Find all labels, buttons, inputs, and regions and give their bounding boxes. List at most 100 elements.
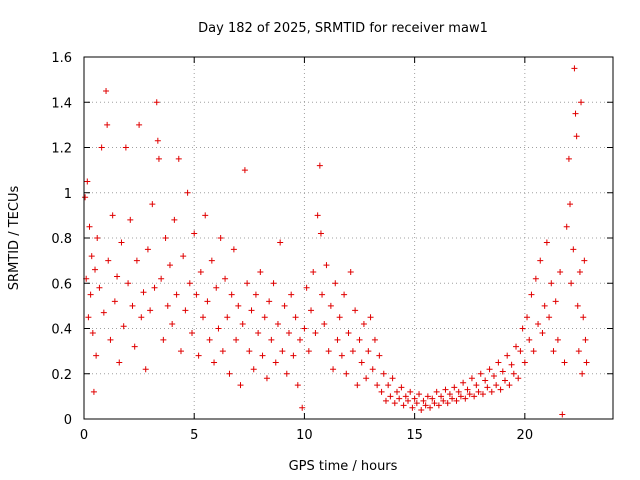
data-point bbox=[261, 314, 268, 321]
data-point bbox=[114, 273, 121, 280]
data-point bbox=[541, 302, 548, 309]
x-axis-label: GPS time / hours bbox=[289, 459, 398, 474]
data-point bbox=[367, 314, 374, 321]
data-point bbox=[252, 291, 259, 298]
data-point bbox=[579, 370, 586, 377]
data-point bbox=[301, 325, 308, 332]
data-point bbox=[171, 216, 178, 223]
data-point bbox=[219, 348, 226, 355]
data-point bbox=[230, 246, 237, 253]
data-point bbox=[279, 348, 286, 355]
data-point bbox=[92, 266, 99, 273]
data-point bbox=[290, 352, 297, 359]
data-point bbox=[376, 352, 383, 359]
data-point bbox=[457, 393, 464, 400]
y-tick-label: 1.6 bbox=[51, 51, 72, 66]
y-tick-label: 1.4 bbox=[51, 96, 72, 111]
data-point bbox=[550, 348, 557, 355]
data-point bbox=[142, 366, 149, 373]
data-point bbox=[213, 284, 220, 291]
data-point bbox=[224, 314, 231, 321]
data-point bbox=[105, 257, 112, 264]
data-point bbox=[407, 388, 414, 395]
data-point bbox=[349, 348, 356, 355]
data-point bbox=[189, 330, 196, 337]
gridlines bbox=[84, 57, 613, 419]
data-point bbox=[175, 155, 182, 162]
x-tick-label: 20 bbox=[517, 428, 534, 443]
data-point bbox=[508, 361, 515, 368]
data-point bbox=[323, 262, 330, 269]
data-point bbox=[297, 336, 304, 343]
data-point bbox=[396, 395, 403, 402]
data-point bbox=[352, 307, 359, 314]
data-point bbox=[575, 348, 582, 355]
data-point bbox=[93, 352, 100, 359]
data-point bbox=[144, 246, 151, 253]
data-point bbox=[202, 212, 209, 219]
data-point bbox=[166, 262, 173, 269]
axis-ticks: 0 0.2 0.4 0.6 0.8 1 1.2 1.4 1.6 0 5 10 15 20 bbox=[51, 51, 613, 443]
data-point bbox=[462, 395, 469, 402]
data-point bbox=[479, 391, 486, 398]
data-point bbox=[268, 336, 275, 343]
data-point bbox=[325, 348, 332, 355]
data-point bbox=[460, 379, 467, 386]
data-point bbox=[111, 298, 118, 305]
data-point bbox=[153, 99, 160, 106]
data-point bbox=[451, 384, 458, 391]
data-point bbox=[347, 268, 354, 275]
data-point bbox=[482, 377, 489, 384]
x-tick-label: 5 bbox=[190, 428, 198, 443]
data-point bbox=[151, 284, 158, 291]
data-point bbox=[169, 320, 176, 327]
data-point bbox=[413, 400, 420, 407]
data-point bbox=[363, 375, 370, 382]
y-tick-label: 0.8 bbox=[51, 232, 72, 247]
data-point bbox=[272, 359, 279, 366]
data-point bbox=[493, 382, 500, 389]
data-point bbox=[206, 336, 213, 343]
data-point bbox=[435, 402, 442, 409]
data-point bbox=[420, 397, 427, 404]
data-point bbox=[235, 302, 242, 309]
data-point bbox=[312, 330, 319, 337]
data-point bbox=[259, 352, 266, 359]
data-point bbox=[244, 280, 251, 287]
data-point bbox=[122, 144, 129, 151]
data-point bbox=[501, 377, 508, 384]
data-point bbox=[316, 162, 323, 169]
data-point bbox=[385, 382, 392, 389]
data-point bbox=[283, 370, 290, 377]
data-point bbox=[535, 320, 542, 327]
data-point bbox=[431, 400, 438, 407]
data-point bbox=[281, 302, 288, 309]
data-point bbox=[391, 400, 398, 407]
data-point bbox=[336, 314, 343, 321]
data-point bbox=[292, 314, 299, 321]
data-point bbox=[103, 87, 110, 94]
data-point bbox=[129, 302, 136, 309]
data-point bbox=[572, 110, 579, 117]
data-point bbox=[524, 314, 531, 321]
data-point bbox=[438, 393, 445, 400]
data-point bbox=[211, 359, 218, 366]
data-point bbox=[109, 212, 116, 219]
data-point bbox=[195, 352, 202, 359]
data-point bbox=[160, 336, 167, 343]
data-point bbox=[154, 137, 161, 144]
data-point bbox=[449, 395, 456, 402]
data-point bbox=[468, 375, 475, 382]
data-point bbox=[446, 391, 453, 398]
data-point bbox=[554, 336, 561, 343]
data-point bbox=[131, 343, 138, 350]
y-tick-label: 0.4 bbox=[51, 323, 72, 338]
data-point bbox=[208, 257, 215, 264]
data-point bbox=[241, 167, 248, 174]
data-point bbox=[226, 370, 233, 377]
data-point bbox=[248, 307, 255, 314]
data-point bbox=[317, 230, 324, 237]
data-point bbox=[519, 325, 526, 332]
y-tick-label: 1 bbox=[64, 187, 72, 202]
data-point bbox=[107, 336, 114, 343]
